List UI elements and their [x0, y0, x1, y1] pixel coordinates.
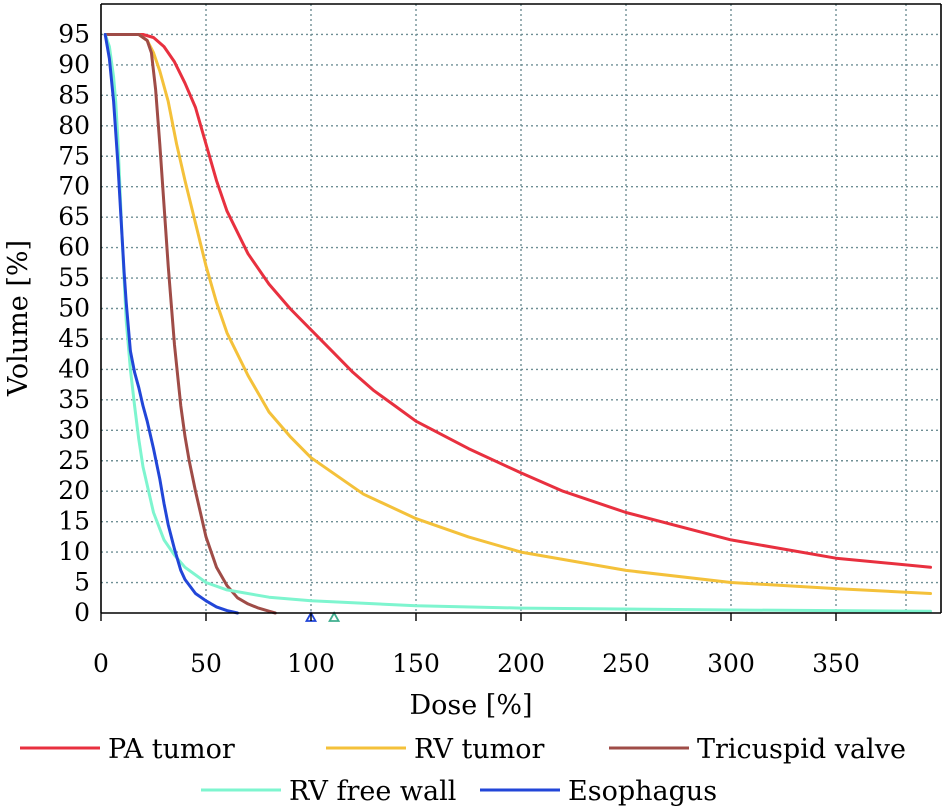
y-tick-label: 20	[58, 476, 90, 505]
y-tick-label: 75	[58, 141, 90, 170]
legend-label: Tricuspid valve	[697, 734, 906, 765]
x-tick-label: 150	[392, 649, 440, 678]
x-axis-label: Dose [%]	[409, 690, 532, 721]
y-tick-label: 5	[74, 568, 90, 597]
y-tick-label: 25	[58, 446, 90, 475]
series-lines	[103, 33, 932, 615]
y-tick-label: 55	[58, 263, 90, 292]
series-line-tricuspid-valve	[103, 33, 277, 615]
grid-lines	[101, 4, 941, 613]
x-tick-label: 50	[190, 649, 222, 678]
tick-labels: 0 50 100 150 200 250 300 3500510152025303540455…	[58, 19, 860, 678]
y-tick-label: 95	[58, 19, 90, 48]
y-tick-label: 40	[58, 354, 90, 383]
y-tick-label: 30	[58, 415, 90, 444]
y-tick-label: 65	[58, 202, 90, 231]
y-tick-label: 15	[58, 507, 90, 536]
series-line-rv-free-wall	[103, 33, 932, 613]
y-tick-label: 35	[58, 385, 90, 414]
legend-label: RV free wall	[289, 776, 456, 807]
series-line-pa-tumor	[103, 33, 932, 569]
dose-marker	[328, 611, 341, 622]
legend: PA tumor RV tumor Tricuspid valve RV free w…	[20, 734, 906, 807]
y-tick-label: 45	[58, 324, 90, 353]
x-tick-label: 250	[602, 649, 650, 678]
series-line-esophagus	[103, 33, 239, 615]
y-tick-label: 85	[58, 80, 90, 109]
y-tick-label: 10	[58, 537, 90, 566]
y-tick-label: 60	[58, 233, 90, 262]
legend-label: Esophagus	[568, 776, 717, 807]
y-axis-label: Volume [%]	[3, 240, 34, 397]
x-tick-label: 0	[93, 649, 109, 678]
x-tick-label: 350	[812, 649, 860, 678]
y-tick-label: 90	[58, 50, 90, 79]
x-tick-label: 300	[707, 649, 755, 678]
x-tick-label: 200	[497, 649, 545, 678]
y-tick-label: 80	[58, 111, 90, 140]
legend-label: PA tumor	[108, 734, 235, 765]
y-tick-label: 0	[74, 598, 90, 627]
y-tick-label: 70	[58, 172, 90, 201]
legend-label: RV tumor	[414, 734, 545, 765]
x-tick-label: 100	[287, 649, 335, 678]
y-tick-label: 50	[58, 294, 90, 323]
series-line-rv-tumor	[103, 33, 932, 595]
